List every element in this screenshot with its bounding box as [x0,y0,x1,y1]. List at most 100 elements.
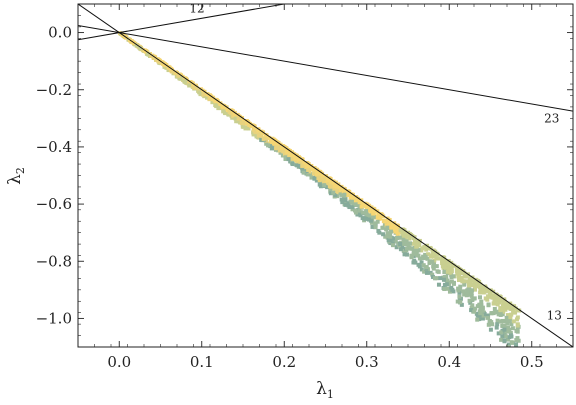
data-point [385,225,390,230]
data-point [406,243,411,248]
data-point [442,287,447,292]
data-point [322,183,327,188]
data-point [380,225,385,230]
data-point [201,92,206,97]
data-point [432,276,437,281]
data-point [149,54,154,59]
y-tick-label: 0.0 [48,24,72,42]
data-point [292,154,297,159]
data-point [361,202,366,207]
data-point [486,302,491,307]
data-point [243,125,248,130]
data-point [436,269,441,274]
data-point [495,298,500,303]
data-point [431,262,436,267]
data-point [478,290,483,295]
data-point [445,278,450,283]
data-point [456,270,461,275]
data-point [356,211,361,216]
x-tick-label: 0.3 [355,353,379,371]
data-point [331,190,336,195]
data-point [246,126,251,131]
data-point [312,176,317,181]
data-point [226,112,231,117]
data-point [388,234,393,239]
data-point [394,245,399,250]
data-point [287,149,292,154]
data-point [393,239,398,244]
data-point [189,82,194,87]
data-point [385,231,390,236]
data-point [341,189,346,194]
data-point [509,340,514,345]
data-point [164,65,169,70]
data-point [338,191,343,196]
data-point [457,290,462,295]
data-point [469,276,474,281]
data-point [480,308,485,313]
data-point [431,266,436,271]
data-point [495,318,500,323]
data-point [502,327,507,332]
data-point [495,302,500,307]
x-tick-label: 0.4 [437,353,461,371]
data-point [461,289,466,294]
data-point [296,157,301,162]
data-point [303,161,308,166]
data-point [398,247,403,252]
x-axis-label: λ1 [316,379,334,401]
data-point [462,282,467,287]
data-point [367,213,372,218]
data-point [515,308,520,313]
data-point [414,244,419,249]
data-point [262,136,267,141]
data-point [497,297,502,302]
x-tick-label: 0.5 [520,353,544,371]
data-point [462,292,467,297]
x-tick-label: 0.2 [272,353,296,371]
data-point [279,145,284,150]
data-point [321,177,326,182]
reference-line-12 [78,4,288,41]
data-point [357,208,362,213]
data-point [332,185,337,190]
data-point [382,219,387,224]
data-point [436,282,441,287]
data-point [276,145,281,150]
data-point [417,243,422,248]
data-point [176,73,181,78]
data-point [370,224,375,229]
data-point [469,291,474,296]
y-tick-label: −0.6 [36,195,72,213]
data-point [373,225,378,230]
data-point [432,249,437,254]
data-point [416,248,421,253]
data-point [311,171,316,176]
data-point [419,267,424,272]
data-point [285,150,290,155]
data-point [479,313,484,318]
data-point [514,350,518,354]
data-point [359,204,364,209]
data-point [451,281,456,286]
data-point [477,284,482,289]
data-point [247,122,252,127]
data-point [347,205,352,210]
data-points [118,31,522,354]
data-point [450,287,455,292]
data-point [398,241,403,246]
data-point [364,209,369,214]
data-point [263,132,268,137]
data-point [400,235,405,240]
reference-line-label-13: 13 [547,309,562,323]
data-point [467,298,472,303]
data-point [253,129,258,134]
data-point [504,315,509,320]
data-point [401,248,406,253]
data-point [466,287,471,292]
data-point [480,316,485,321]
data-point [223,111,228,116]
data-point [264,138,269,143]
data-point [290,162,295,167]
data-point [300,163,305,168]
